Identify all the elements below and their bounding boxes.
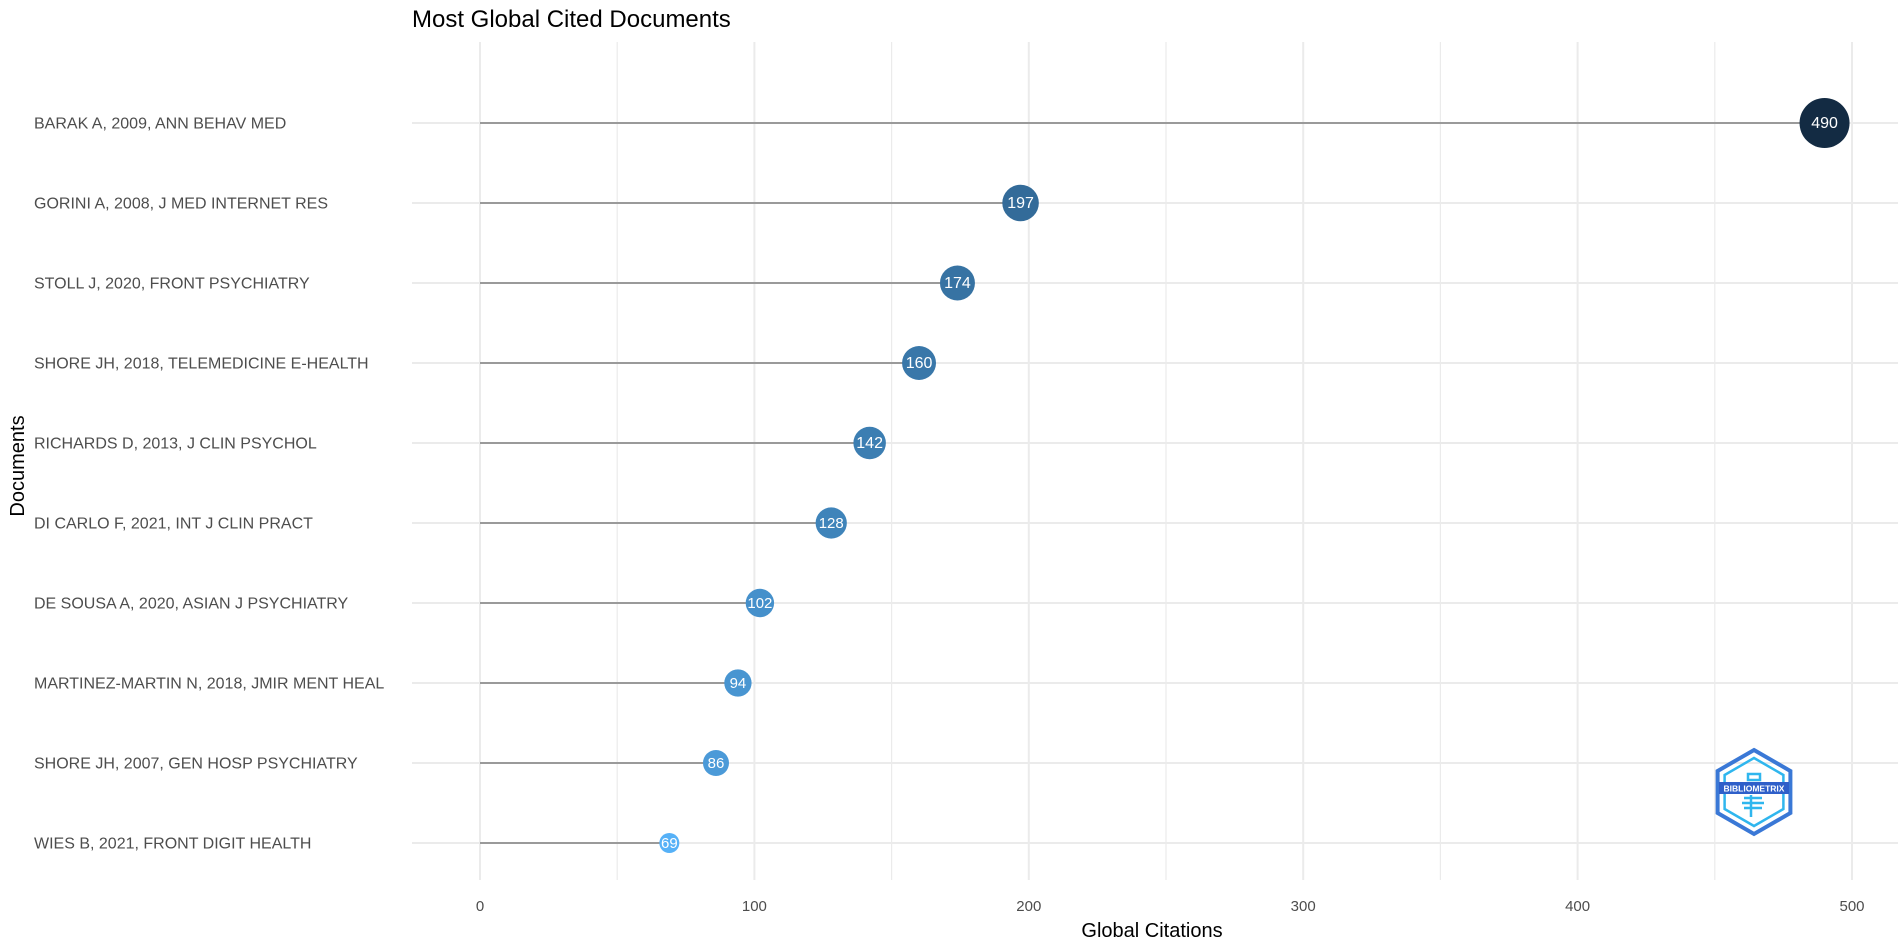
x-tick-label: 300 bbox=[1291, 898, 1316, 915]
document-label: GORINI A, 2008, J MED INTERNET RES bbox=[34, 196, 328, 213]
lollipop-point bbox=[1002, 184, 1039, 222]
logo-figure-icon bbox=[1742, 772, 1764, 817]
document-label: DI CARLO F, 2021, INT J CLIN PRACT bbox=[34, 516, 313, 533]
value-label: 142 bbox=[856, 435, 883, 452]
x-tick-label: 200 bbox=[1016, 898, 1041, 915]
value-label: 160 bbox=[906, 355, 933, 372]
document-labels: BARAK A, 2009, ANN BEHAV MED GORINI A, 20… bbox=[34, 116, 384, 853]
lollipop-point bbox=[902, 346, 937, 380]
value-label: 490 bbox=[1811, 115, 1838, 132]
value-label: 128 bbox=[819, 515, 844, 532]
document-label: RICHARDS D, 2013, J CLIN PSYCHOL bbox=[34, 436, 317, 453]
value-label: 69 bbox=[661, 835, 678, 852]
lollipop-point bbox=[939, 265, 975, 301]
x-tick-label: 0 bbox=[476, 898, 484, 915]
document-label: SHORE JH, 2007, GEN HOSP PSYCHIATRY bbox=[34, 756, 358, 773]
document-label: STOLL J, 2020, FRONT PSYCHIATRY bbox=[34, 276, 310, 293]
document-label: DE SOUSA A, 2020, ASIAN J PSYCHIATRY bbox=[34, 596, 349, 613]
value-label: 174 bbox=[944, 275, 971, 292]
points-layer: 490 197 174 160 142 128 102 94 86 69 bbox=[659, 98, 1850, 853]
chart-title: Most Global Cited Documents bbox=[412, 6, 731, 33]
value-label: 86 bbox=[708, 755, 725, 772]
x-axis-ticks: 0 100 200 300 400 500 bbox=[476, 898, 1865, 915]
logo-hexagon-outer bbox=[1715, 747, 1793, 837]
document-label: SHORE JH, 2018, TELEMEDICINE E-HEALTH bbox=[34, 356, 369, 373]
document-label: MARTINEZ-MARTIN N, 2018, JMIR MENT HEAL bbox=[34, 676, 384, 693]
lollipop-point bbox=[1799, 98, 1850, 148]
lollipop-point bbox=[853, 426, 886, 460]
document-label: BARAK A, 2009, ANN BEHAV MED bbox=[34, 116, 286, 133]
bibliometrix-logo: BIBLIOMETRIX bbox=[1715, 747, 1793, 837]
x-axis-title: Global Citations bbox=[1081, 920, 1222, 942]
y-axis-title: Documents bbox=[7, 415, 29, 516]
value-label: 94 bbox=[730, 675, 747, 692]
lollipop-point bbox=[745, 588, 775, 618]
lollipop-point bbox=[702, 749, 729, 777]
lollipop-point bbox=[724, 669, 752, 697]
grid-layer bbox=[412, 42, 1898, 880]
logo-text: BIBLIOMETRIX bbox=[1724, 784, 1785, 794]
x-tick-label: 400 bbox=[1565, 898, 1590, 915]
value-label: 102 bbox=[747, 595, 772, 612]
document-label: WIES B, 2021, FRONT DIGIT HEALTH bbox=[34, 836, 311, 853]
logo-banner bbox=[1719, 782, 1789, 794]
x-tick-label: 100 bbox=[742, 898, 767, 915]
lollipop-point bbox=[815, 507, 847, 539]
stems-layer bbox=[480, 122, 1825, 844]
logo-hexagon-inner bbox=[1723, 756, 1785, 828]
x-tick-label: 500 bbox=[1839, 898, 1864, 915]
value-label: 197 bbox=[1007, 195, 1034, 212]
lollipop-point bbox=[659, 833, 680, 853]
